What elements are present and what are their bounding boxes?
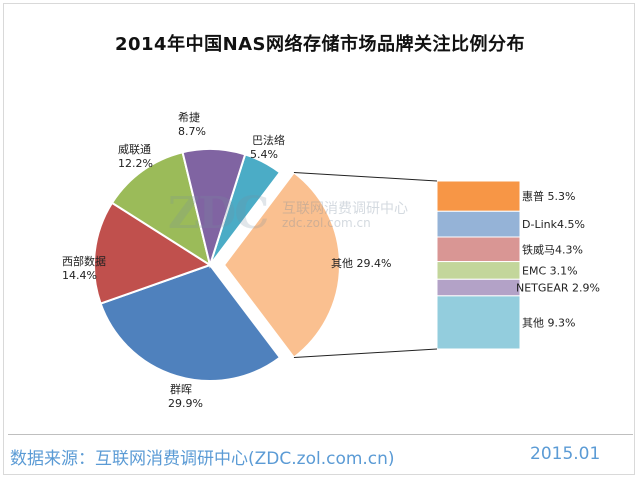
slice-name-label: 希捷 — [178, 110, 200, 124]
breakdown-segment-5 — [436, 295, 521, 350]
watermark-logo: ZDC — [168, 188, 269, 239]
breakdown-segment-0 — [436, 180, 521, 212]
breakdown-segment-4 — [436, 278, 521, 297]
breakdown-label: D-Link4.5% — [522, 218, 585, 231]
pie-slice-other — [222, 171, 341, 359]
slice-value-label: 14.4% — [62, 269, 97, 282]
slice-value-label: 29.9% — [168, 397, 203, 410]
breakdown-label: EMC 3.1% — [522, 264, 578, 277]
slice-name-label: 巴法络 — [252, 133, 285, 147]
slice-value-label: 12.2% — [118, 157, 153, 170]
slice-name-label: 威联通 — [118, 143, 151, 156]
breakdown-segment-3 — [436, 261, 521, 280]
connector-line-top — [293, 171, 438, 182]
slice-name-label: 群晖 — [170, 382, 192, 396]
pie-slice-5 — [181, 148, 247, 269]
slice-value-label: 8.7% — [178, 125, 206, 138]
watermark-url: zdc.zol.com.cn — [282, 216, 371, 230]
breakdown-label: 惠普 5.3% — [522, 189, 575, 203]
pie-slice-3 — [93, 201, 213, 305]
breakdown-label: NETGEAR 2.9% — [516, 282, 600, 295]
report-date: 2015.01 — [530, 444, 601, 464]
connector-line-bottom — [293, 348, 438, 359]
watermark-text: 互联网消费调研中心 — [282, 201, 408, 217]
slice-name-label: 西部数据 — [62, 254, 106, 268]
slice-value-label: 5.4% — [250, 148, 278, 161]
pie-slice-2 — [99, 263, 282, 382]
chart-frame — [3, 3, 635, 475]
breakdown-label: 其他 9.3% — [522, 316, 575, 329]
chart-title: 2014年中国NAS网络存储市场品牌关注比例分布 — [114, 34, 526, 55]
footer-divider — [8, 434, 633, 435]
data-source: 数据来源：互联网消费调研中心(ZDC.zol.com.cn) — [10, 449, 395, 469]
slice-other-label: 其他 29.4% — [331, 257, 391, 270]
breakdown-label: 铁威马4.3% — [522, 243, 583, 256]
pie-slice-4 — [110, 151, 212, 268]
breakdown-segment-2 — [436, 236, 521, 263]
breakdown-segment-1 — [436, 210, 521, 238]
